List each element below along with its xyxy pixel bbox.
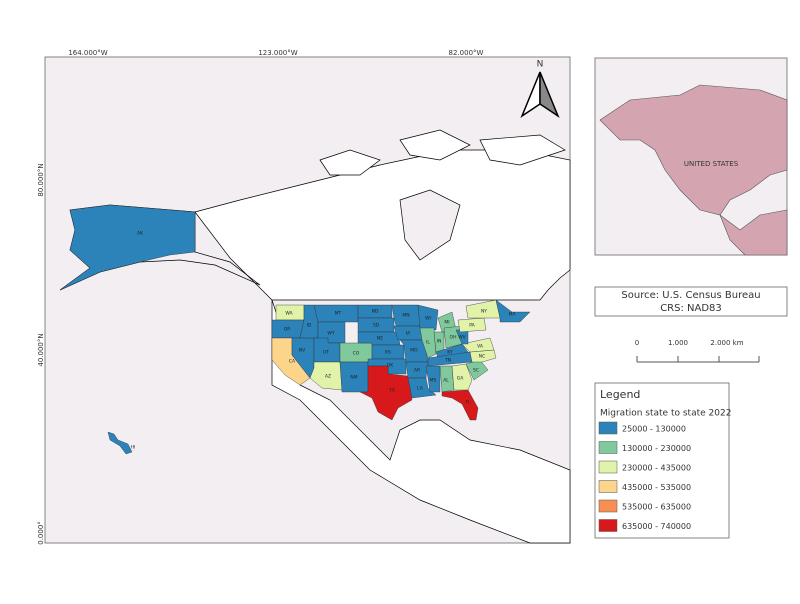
hudson-bay bbox=[399, 189, 461, 261]
scale-label: 0 bbox=[635, 339, 639, 347]
state-label: MT bbox=[335, 311, 342, 317]
state bbox=[419, 327, 437, 359]
state bbox=[441, 389, 479, 421]
land bbox=[59, 129, 571, 544]
state-label: OR bbox=[284, 327, 291, 333]
source-text: Source: U.S. Census Bureau bbox=[621, 290, 760, 301]
state-label: UT bbox=[323, 350, 329, 356]
legend-title: Legend bbox=[600, 388, 640, 401]
state bbox=[425, 365, 441, 393]
state-label: VA bbox=[477, 344, 484, 350]
state bbox=[457, 317, 487, 333]
state-label: KS bbox=[385, 350, 391, 356]
legend-label: 25000 - 130000 bbox=[622, 425, 686, 434]
state-label: WV bbox=[458, 335, 466, 341]
state-label: IL bbox=[426, 340, 430, 346]
legend-label: 130000 - 230000 bbox=[622, 444, 691, 453]
legend-swatch bbox=[598, 480, 618, 493]
arctic-island bbox=[319, 149, 381, 176]
state-label: NY bbox=[481, 309, 487, 315]
state-label: MN bbox=[402, 313, 409, 319]
state-label: AR bbox=[414, 368, 420, 374]
scale-label: 1.000 bbox=[668, 339, 688, 347]
state-label: MA bbox=[509, 312, 517, 318]
legend-label: 435000 - 535000 bbox=[622, 483, 691, 492]
state bbox=[461, 337, 495, 353]
state-label: WA bbox=[285, 311, 293, 317]
state-label: NM bbox=[350, 375, 357, 381]
state-label: IN bbox=[437, 339, 442, 345]
legend-label: 535000 - 635000 bbox=[622, 503, 691, 512]
state-label: IA bbox=[406, 331, 411, 337]
state-label: SD bbox=[373, 323, 380, 329]
state bbox=[495, 299, 531, 323]
state bbox=[359, 365, 413, 421]
central-america bbox=[271, 299, 571, 544]
state-label: LA bbox=[417, 386, 424, 392]
graticule-label: 123.000°W bbox=[258, 49, 297, 57]
legend-swatch bbox=[598, 441, 618, 454]
state-label: WY bbox=[327, 331, 334, 337]
state-label: CA bbox=[289, 359, 296, 365]
legend-swatch bbox=[598, 519, 618, 532]
state bbox=[59, 204, 196, 291]
state-label: NC bbox=[479, 354, 486, 360]
graticule-label: 0.000° bbox=[37, 521, 45, 545]
legend-items: 25000 - 130000 130000 - 230000 230000 - 43… bbox=[598, 421, 691, 532]
crs-text: CRS: NAD83 bbox=[660, 303, 722, 314]
graticule-label: 82.000°W bbox=[449, 49, 484, 57]
inset-label: UNITED STATES bbox=[684, 160, 739, 168]
state-label: MS bbox=[430, 378, 437, 384]
state bbox=[435, 343, 469, 359]
state-label: ID bbox=[307, 323, 312, 329]
legend-swatch bbox=[598, 421, 618, 435]
state-label: GA bbox=[457, 376, 464, 382]
state-label: ND bbox=[372, 309, 379, 315]
arctic-island bbox=[479, 134, 566, 166]
canada bbox=[194, 149, 571, 301]
state-label: NE bbox=[377, 336, 383, 342]
state-label: OK bbox=[387, 363, 395, 369]
scale-bar bbox=[636, 356, 760, 363]
north-arrow: N bbox=[520, 60, 560, 118]
state-label: FL bbox=[465, 400, 471, 406]
state-label: TX bbox=[388, 388, 395, 394]
legend-subtitle: Migration state to state 2022 bbox=[600, 409, 731, 419]
state bbox=[417, 304, 439, 331]
scale-label: 2.000 km bbox=[710, 339, 743, 347]
legend-swatch bbox=[598, 460, 618, 474]
arctic-island bbox=[399, 129, 471, 161]
state bbox=[107, 431, 133, 455]
state-label: TN bbox=[444, 358, 451, 364]
legend-label: 635000 - 740000 bbox=[622, 522, 691, 531]
state-label: MI bbox=[444, 320, 449, 326]
state-label: CO bbox=[353, 351, 360, 357]
inset-land bbox=[719, 209, 788, 256]
source-box bbox=[594, 286, 788, 317]
state-label: WI bbox=[425, 316, 431, 322]
state-label: SC bbox=[473, 368, 479, 374]
state-label: HI bbox=[131, 445, 136, 451]
legend-swatch bbox=[598, 499, 618, 513]
state-label: OH bbox=[450, 335, 457, 341]
state-label: AK bbox=[137, 231, 144, 237]
state bbox=[451, 363, 473, 391]
inset-land bbox=[599, 84, 788, 216]
state-label: PA bbox=[469, 323, 475, 329]
state-label: NV bbox=[299, 348, 306, 354]
graticule-label: 164.000°W bbox=[68, 49, 107, 57]
state-label: AZ bbox=[325, 374, 331, 380]
state-label: MO bbox=[410, 348, 418, 354]
state bbox=[465, 299, 501, 319]
legend-box bbox=[594, 382, 730, 539]
graticule-label: 40.000°N bbox=[37, 333, 45, 366]
north-label: N bbox=[537, 60, 544, 70]
legend-label: 230000 - 435000 bbox=[622, 464, 691, 473]
graticule-label: 80.000°N bbox=[37, 163, 45, 196]
state-label: KY bbox=[447, 350, 453, 356]
state-label: AL bbox=[443, 378, 449, 384]
